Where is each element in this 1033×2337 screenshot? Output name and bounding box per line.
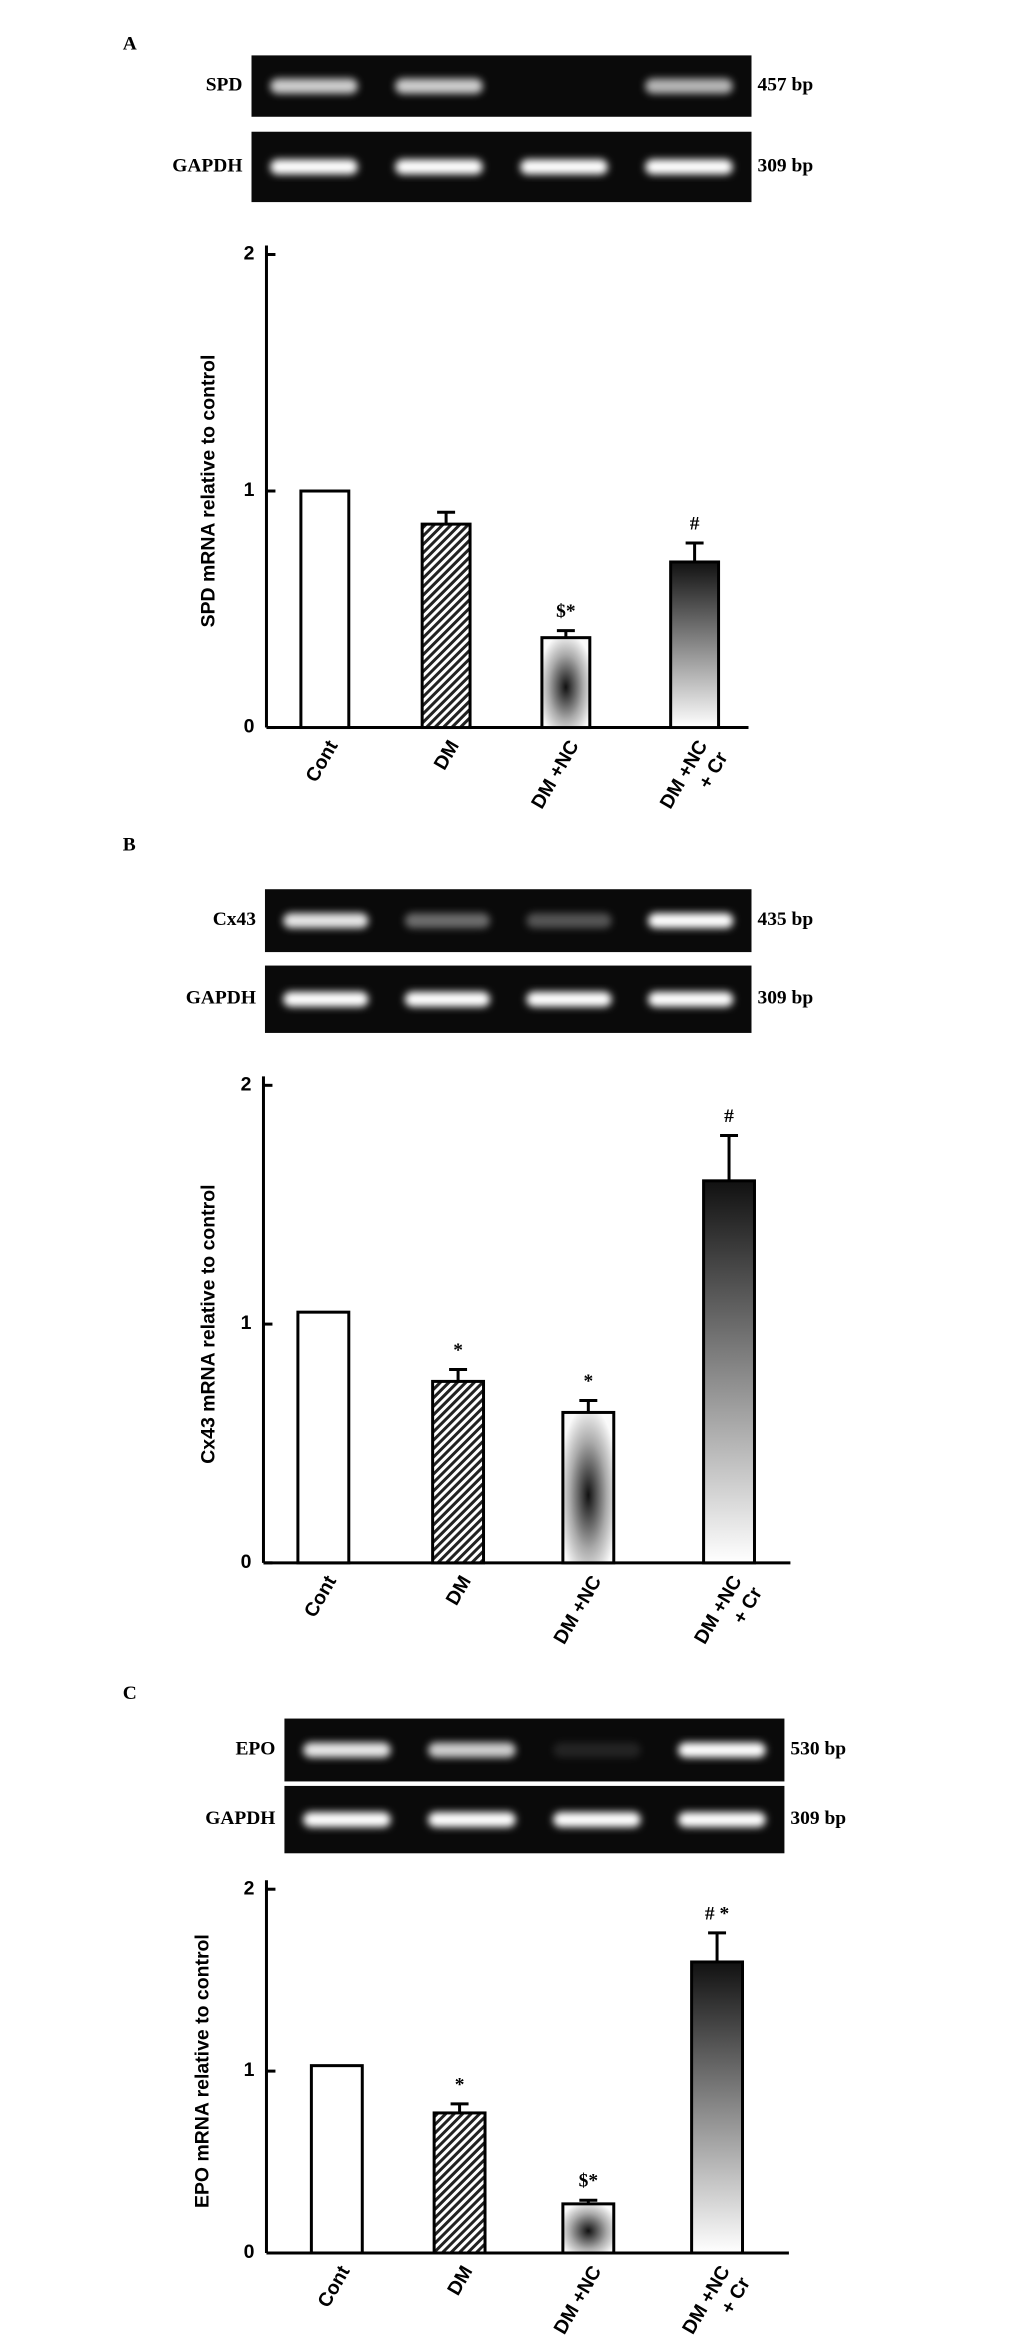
x-tick-label: DM [443, 2262, 477, 2299]
panel-label: A [123, 33, 137, 54]
y-tick-label: 0 [244, 2241, 255, 2263]
gel-band [428, 1742, 516, 1758]
gel-row-label: Cx43 [213, 909, 257, 930]
gel-band [303, 1812, 391, 1828]
gel-band [270, 78, 358, 94]
bar [296, 1310, 351, 1565]
gel-band [404, 913, 490, 929]
gel-band-size: 309 bp [757, 155, 813, 176]
gel-band-size: 435 bp [757, 909, 813, 930]
y-tick-label: 2 [241, 1073, 252, 1095]
gel-band [648, 913, 734, 929]
gel-band [270, 159, 358, 175]
x-tick-label: DM +NC [549, 2262, 606, 2337]
x-tick-label: Cont [300, 1571, 341, 1621]
error-bar [685, 541, 704, 562]
figure-content: A SPD 457 bp GAPDH 309 bp 0 1 2 SPD mRNA relativ… [123, 33, 847, 2337]
x-tick-label: DM [430, 737, 464, 774]
x-tick-label: DM +NC+ Cr [656, 736, 733, 824]
error-bar [450, 2102, 469, 2113]
gel-band-size: 309 bp [757, 988, 813, 1009]
bar [561, 1410, 616, 1565]
significance-mark: $* [579, 2171, 598, 2192]
y-axis-label: SPD mRNA relative to control [198, 355, 220, 628]
bar [690, 1960, 745, 2255]
y-tick-label: 1 [244, 479, 255, 501]
gel-row-label: GAPDH [205, 1808, 275, 1829]
x-tick-label: Cont [313, 2262, 354, 2312]
significance-mark: # [724, 1106, 734, 1127]
x-tick-label: DM [442, 1572, 476, 1609]
error-bar [720, 1133, 739, 1181]
error-bar [437, 510, 456, 525]
significance-mark: * [583, 1371, 593, 1392]
x-tick-label: Cont [301, 736, 342, 786]
significance-mark: * [453, 1340, 463, 1361]
x-tick-label: DM +NC+ Cr [690, 1572, 767, 1660]
gel-band [553, 1742, 641, 1758]
gel-band [283, 991, 369, 1007]
y-tick-label: 0 [241, 1551, 252, 1573]
gel-band [283, 913, 369, 929]
y-tick-label: 1 [241, 1312, 252, 1334]
error-bar [449, 1367, 468, 1382]
y-tick-label: 2 [244, 243, 255, 265]
error-bar [579, 2198, 598, 2204]
significance-mark: $* [556, 601, 575, 622]
bar [540, 636, 592, 730]
gel-band [678, 1742, 766, 1758]
gel-band [645, 159, 733, 175]
significance-mark: # * [705, 1903, 729, 1924]
bar [299, 489, 351, 730]
bar [431, 1379, 486, 1565]
bar [420, 522, 472, 730]
gel-band [404, 991, 490, 1007]
gel-row-label: EPO [235, 1738, 275, 1759]
bar [561, 2202, 616, 2255]
gel-row-label: SPD [206, 75, 243, 96]
gel-band [395, 78, 483, 94]
y-tick-label: 2 [244, 1877, 255, 1899]
gel-row-label: GAPDH [172, 155, 242, 176]
gel-band [553, 1812, 641, 1828]
gel-row-label: GAPDH [186, 988, 256, 1009]
y-tick-label: 1 [244, 2059, 255, 2081]
gel-band [645, 78, 733, 94]
gel-band-size: 530 bp [790, 1738, 846, 1759]
significance-mark: # [690, 514, 700, 535]
significance-mark: * [455, 2074, 465, 2095]
y-axis-label: EPO mRNA relative to control [192, 1934, 214, 2208]
y-tick-label: 0 [244, 716, 255, 738]
error-bar [708, 1931, 727, 1962]
gel-band [526, 913, 612, 929]
gel-band [526, 991, 612, 1007]
gel-band [428, 1812, 516, 1828]
panel-label: B [123, 834, 136, 855]
error-bar [556, 629, 575, 638]
gel-band [520, 159, 608, 175]
x-tick-label: DM +NC [527, 737, 584, 813]
error-bar [579, 1399, 598, 1413]
x-tick-label: DM +NC+ Cr [678, 2262, 755, 2337]
x-tick-label: DM +NC [549, 1572, 606, 1648]
panel-label: C [123, 1683, 137, 1704]
gel-band [303, 1742, 391, 1758]
bar [432, 2111, 487, 2255]
bar [309, 2064, 364, 2255]
gel-band-size: 457 bp [757, 75, 813, 96]
bar [702, 1179, 756, 1565]
gel-band [648, 991, 734, 1007]
bar [669, 560, 721, 730]
gel-band [395, 159, 483, 175]
gel-band [678, 1812, 766, 1828]
y-axis-label: Cx43 mRNA relative to control [198, 1184, 220, 1463]
gel-band-size: 309 bp [790, 1808, 846, 1829]
